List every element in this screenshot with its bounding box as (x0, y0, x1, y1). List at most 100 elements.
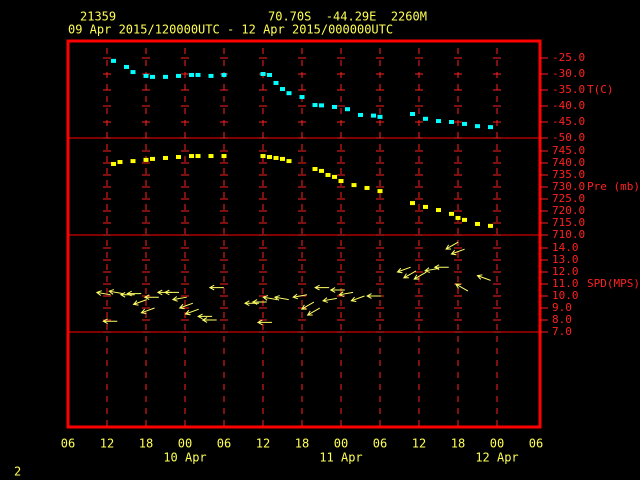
data-point (130, 70, 136, 75)
y-tick-label: 710.0 (552, 228, 585, 241)
x-tick-label: 18 (295, 437, 309, 451)
y-tick-label: 720.0 (552, 204, 585, 217)
wind-arrow (140, 307, 155, 315)
location: 70.70S -44.29E 2260M (268, 10, 427, 24)
wind-arrow (413, 271, 427, 280)
data-point (332, 174, 337, 179)
data-point (150, 156, 155, 161)
y-tick-label: 10.0 (552, 289, 579, 302)
wind-arrow (433, 264, 449, 271)
data-point (423, 116, 428, 121)
data-point (273, 155, 279, 160)
data-point (273, 80, 279, 85)
data-point (286, 159, 292, 164)
wind-arrow (450, 248, 465, 256)
data-point (358, 112, 363, 117)
wind-arrow (126, 290, 142, 297)
data-point (325, 173, 331, 177)
data-point (423, 204, 428, 209)
date-label: 12 Apr (475, 451, 518, 465)
data-point (111, 161, 116, 166)
y-tick-label: -40.0 (552, 99, 585, 112)
data-point (208, 73, 214, 78)
data-point (260, 154, 266, 159)
y-tick-label: 12.0 (552, 265, 579, 278)
y-tick-label: 8.0 (552, 313, 572, 326)
y-tick-label: 715.0 (552, 216, 585, 229)
wind-arrow (197, 313, 213, 320)
data-point (312, 167, 318, 171)
data-point (488, 125, 493, 130)
data-point (163, 155, 168, 160)
data-point (319, 168, 324, 173)
date-label: 11 Apr (319, 451, 362, 465)
data-point (371, 113, 376, 118)
x-tick-label: 12 (100, 437, 114, 451)
wind-arrow (102, 318, 118, 325)
y-tick-label: 745.0 (552, 144, 585, 157)
wind-arrow (322, 297, 337, 303)
data-point (189, 154, 194, 159)
data-point (312, 103, 318, 108)
data-point (143, 73, 149, 78)
x-tick-label: 06 (61, 437, 75, 451)
x-tick-label: 00 (178, 437, 192, 451)
wind-arrow (314, 284, 330, 291)
date-label: 10 Apr (163, 451, 206, 465)
data-point (163, 74, 168, 79)
wind-arrow (171, 296, 187, 302)
wind-arrow (329, 287, 345, 293)
page-number: 2 (14, 465, 21, 479)
data-point (260, 72, 266, 76)
wind-arrow (350, 295, 365, 303)
wind-arrow (366, 293, 382, 299)
y-tick-label: -30.0 (552, 67, 585, 80)
data-point (455, 215, 461, 220)
wind-arrow (402, 270, 417, 279)
data-point (117, 160, 123, 165)
data-point (195, 72, 201, 77)
y-tick-label: 7.0 (552, 325, 572, 338)
data-point (195, 154, 201, 159)
wind-arrow (476, 274, 491, 281)
data-point (364, 185, 370, 190)
data-point (176, 73, 181, 78)
wind-arrow (396, 266, 411, 274)
data-point (449, 120, 454, 124)
data-point (436, 208, 441, 213)
data-point (319, 103, 324, 108)
x-tick-label: 12 (412, 437, 426, 451)
wind-arrow (178, 302, 194, 310)
data-point (299, 95, 305, 100)
y-tick-label: 725.0 (552, 192, 585, 205)
x-tick-label: 00 (334, 437, 348, 451)
x-tick-label: 06 (217, 437, 231, 451)
data-point (449, 211, 454, 216)
data-point (345, 107, 350, 112)
data-point (111, 58, 116, 63)
wind-arrow (262, 295, 278, 301)
data-point (176, 155, 181, 159)
wind-arrow (95, 290, 111, 296)
data-point (150, 74, 155, 79)
data-point (208, 154, 214, 159)
y-tick-label: -45.0 (552, 115, 585, 128)
data-point (377, 189, 383, 194)
station-id: 21359 (80, 10, 116, 24)
x-tick-label: 00 (490, 437, 504, 451)
y-tick-label: 13.0 (552, 253, 579, 266)
y-tick-label: -25.0 (552, 51, 585, 64)
data-point (130, 159, 136, 164)
data-point (338, 179, 344, 183)
wind-arrow (108, 289, 124, 295)
data-point (475, 221, 480, 226)
data-point (189, 72, 194, 77)
wind-arrow (184, 308, 199, 316)
y-tick-label: 735.0 (552, 168, 585, 181)
data-point (488, 223, 493, 228)
y-tick-label: 11.0 (552, 277, 579, 290)
data-point (286, 91, 292, 96)
data-point (462, 121, 467, 126)
